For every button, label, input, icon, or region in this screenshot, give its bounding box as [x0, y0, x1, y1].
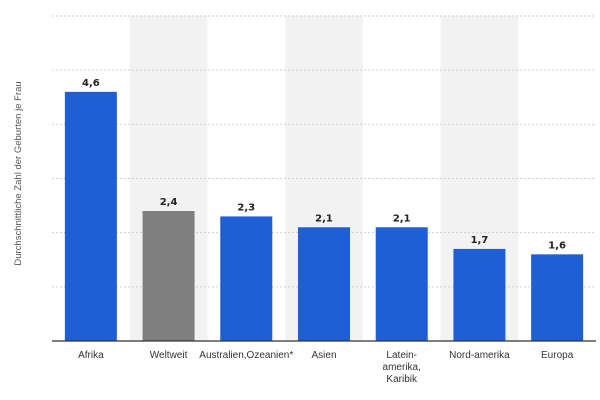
x-tick-label: Afrika [78, 350, 104, 361]
value-label: 4,6 [82, 78, 100, 89]
bar [64, 91, 117, 341]
value-label: 2,4 [160, 197, 178, 208]
bar [375, 227, 428, 341]
value-label: 2,1 [393, 213, 411, 224]
x-tick-label: Asien [311, 350, 336, 361]
bars [64, 91, 584, 341]
value-label: 2,1 [315, 213, 333, 224]
x-tick-label: Australien,Ozeanien* [199, 350, 293, 361]
bar [142, 211, 195, 341]
value-label: 1,6 [548, 240, 566, 251]
x-tick-label: Weltweit [150, 350, 188, 361]
bar [298, 227, 350, 341]
x-tick-label: Latein-amerika, Karibik [383, 350, 421, 385]
value-labels: 4,6 2,4 2,3 2,1 2,1 1,7 1,6 [82, 78, 566, 251]
bar [453, 248, 506, 341]
y-axis-title: Durchschnittliche Zahl der Geburten je F… [13, 81, 24, 265]
value-label: 1,7 [471, 235, 489, 246]
bar [220, 216, 273, 341]
x-tick-labels: Afrika Weltweit Australien,Ozeanien* Asien L… [78, 350, 574, 385]
x-tick-label: Europa [541, 350, 574, 361]
bar [531, 254, 584, 341]
x-tick-label: Nord-amerika [449, 350, 510, 361]
value-label: 2,3 [237, 202, 255, 213]
